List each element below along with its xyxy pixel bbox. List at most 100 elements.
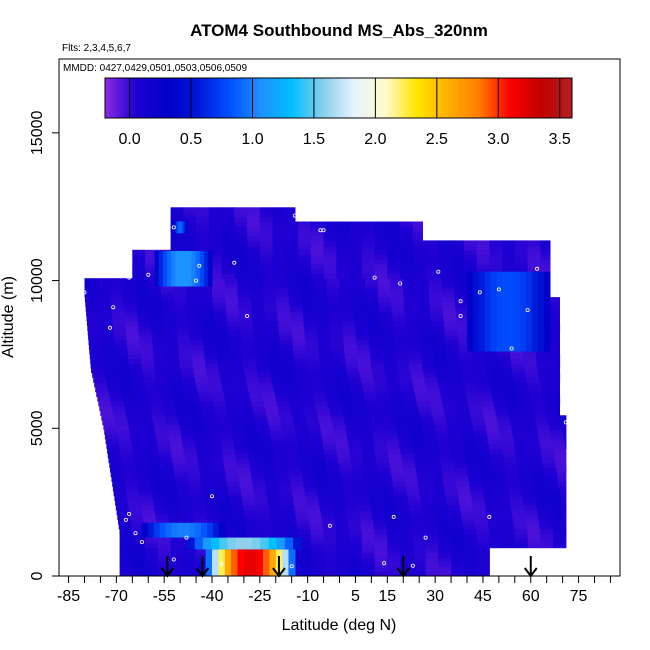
heatmap-feature-cell [187, 251, 193, 287]
heatmap-cell [272, 230, 286, 237]
heatmap-feature-cell [237, 549, 245, 576]
heatmap-cell [191, 349, 205, 355]
heatmap-cell [191, 353, 206, 360]
heatmap-cell [343, 490, 357, 497]
heatmap-cell [375, 453, 389, 459]
heatmap-cell [279, 339, 294, 345]
heatmap-cell [119, 533, 133, 539]
heatmap-cell [502, 528, 516, 534]
heatmap-cell [422, 424, 436, 430]
heatmap-cell [418, 316, 432, 322]
heatmap-cell [173, 467, 188, 473]
heatmap-cell [199, 467, 213, 473]
heatmap-cell [361, 524, 375, 530]
heatmap-cell [200, 476, 214, 482]
heatmap-cell [342, 486, 356, 492]
heatmap-cell [425, 547, 439, 553]
heatmap-cell [359, 372, 374, 378]
heatmap-feature-cell [260, 537, 270, 550]
heatmap-cell [205, 505, 219, 511]
heatmap-cell [251, 401, 265, 407]
heatmap-cell [202, 330, 216, 336]
heatmap-cell [335, 443, 350, 449]
heatmap-cell [291, 410, 305, 416]
heatmap-cell [143, 438, 158, 445]
heatmap-cell [198, 462, 212, 468]
heatmap-feature-cell [205, 549, 213, 576]
heatmap-feature-cell [212, 549, 219, 576]
heatmap-cell [310, 524, 324, 530]
heatmap-cell [177, 334, 191, 341]
heatmap-feature-cell [201, 522, 208, 538]
heatmap-cell [125, 486, 139, 492]
heatmap-cell [126, 334, 140, 341]
heatmap-cell [406, 410, 420, 416]
heatmap-cell [400, 382, 414, 388]
heatmap-cell [484, 500, 499, 506]
heatmap-cell [449, 372, 463, 378]
heatmap-cell [546, 330, 560, 336]
heatmap-cell [374, 249, 388, 256]
heatmap-cell [476, 382, 491, 388]
heatmap-cell [320, 424, 334, 430]
heatmap-cell [279, 415, 294, 421]
heatmap-cell [404, 301, 418, 308]
heatmap-cell [358, 368, 373, 374]
heatmap-cell [438, 561, 452, 568]
heatmap-cell [336, 561, 350, 568]
heatmap-cell [180, 368, 194, 374]
heatmap-cell [355, 330, 369, 336]
heatmap-cell [140, 349, 154, 355]
heatmap-cell [426, 453, 440, 459]
heatmap-cell [233, 438, 247, 445]
heatmap-cell [237, 297, 252, 303]
heatmap-cell [190, 490, 204, 497]
heatmap-cell [145, 273, 159, 279]
sample-point [496, 287, 501, 292]
heatmap-cell [550, 514, 565, 520]
heatmap-cell [370, 500, 384, 506]
heatmap-cell [272, 240, 286, 246]
heatmap-cell [536, 424, 551, 430]
heatmap-cell [88, 334, 102, 341]
heatmap-cell [382, 349, 396, 355]
heatmap-cell [540, 528, 554, 534]
heatmap-cell [336, 245, 350, 251]
heatmap-cell [310, 538, 325, 544]
heatmap-cell [279, 330, 293, 336]
heatmap-cell [340, 401, 354, 407]
heatmap-cell [284, 377, 298, 383]
heatmap-cell [393, 325, 407, 331]
heatmap-cell [513, 519, 527, 525]
heatmap-cell [395, 420, 409, 426]
heatmap-cell [339, 292, 353, 298]
heatmap-cell [228, 330, 242, 336]
heatmap-cell [233, 443, 248, 449]
heatmap-cell [540, 240, 551, 246]
heatmap-cell [125, 320, 139, 326]
heatmap-cell [472, 353, 486, 360]
heatmap-cell [140, 500, 154, 506]
heatmap-cell [317, 410, 331, 416]
heatmap-cell [387, 547, 401, 553]
heatmap-cell [143, 434, 157, 440]
heatmap-cell [339, 278, 353, 284]
heatmap-cell [128, 363, 143, 369]
heatmap-cell [208, 382, 223, 388]
heatmap-cell [287, 457, 301, 464]
heatmap-cell [221, 264, 235, 270]
heatmap-cell [412, 235, 423, 241]
heatmap-cell [459, 358, 474, 364]
heatmap-cell [259, 245, 274, 251]
heatmap-cell [474, 434, 488, 440]
heatmap-cell [291, 330, 305, 336]
heatmap-cell [155, 372, 170, 378]
heatmap-cell [298, 571, 312, 576]
heatmap-cell [379, 405, 394, 412]
heatmap-cell [506, 401, 520, 407]
heatmap-cell [284, 438, 298, 445]
heatmap-cell [307, 424, 321, 430]
heatmap-cell [356, 415, 370, 421]
heatmap-cell [323, 235, 337, 241]
heatmap-cell [544, 401, 558, 407]
